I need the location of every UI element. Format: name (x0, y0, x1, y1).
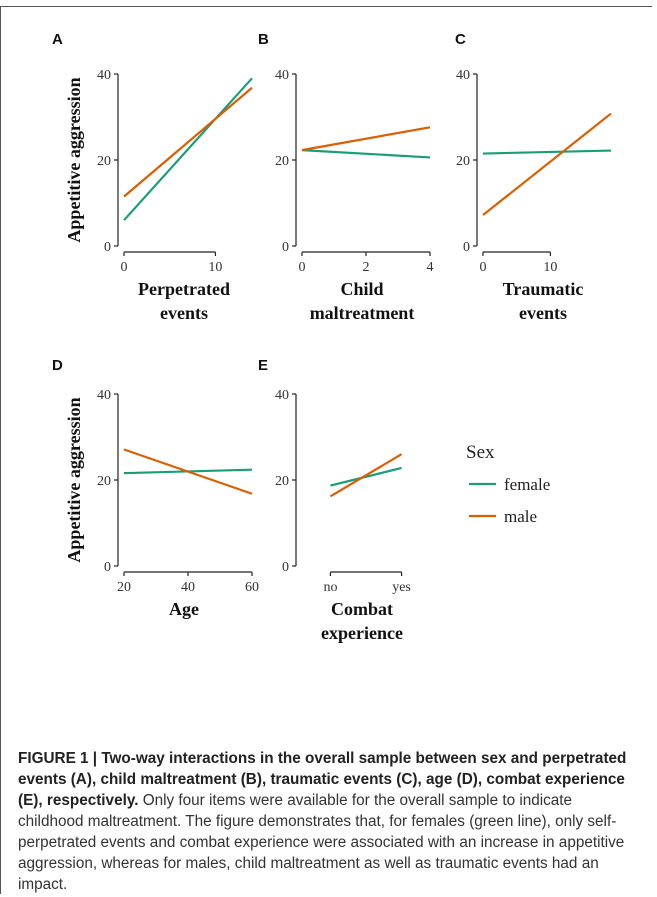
series-line-female-b (301, 149, 431, 159)
legend-label-male: male (504, 507, 537, 526)
x-tick-label-b: 4 (427, 260, 434, 275)
y-tick-label-d: 20 (97, 474, 111, 489)
x-tick-label-b: 2 (363, 260, 370, 275)
x-tick-label-e: no (323, 580, 337, 595)
x-tick-label-b: 0 (299, 260, 306, 275)
x-tick-label-d: 60 (245, 580, 259, 595)
x-axis-label-b: maltreatment (310, 303, 415, 323)
caption-title: FIGURE 1 | Two-way interactions in the o… (18, 750, 627, 809)
x-tick-label-d: 40 (181, 580, 195, 595)
panel-label-a: A (52, 31, 63, 48)
series-line-male-c (482, 112, 612, 216)
y-tick-label-c: 0 (463, 240, 470, 255)
panel-label-b: B (258, 31, 269, 48)
y-axis-label-d: Appetitive aggression (64, 397, 84, 562)
y-tick-label-b: 40 (275, 68, 289, 83)
panel-label-e: E (258, 357, 268, 374)
y-tick-label-a: 40 (97, 68, 111, 83)
x-axis-label-a: events (160, 303, 208, 323)
x-axis-label-d: Age (169, 599, 199, 619)
y-tick-label-c: 20 (456, 154, 470, 169)
series-line-male-d (123, 448, 253, 495)
y-tick-label-b: 0 (282, 240, 289, 255)
y-tick-label-b: 20 (275, 154, 289, 169)
legend-label-female: female (504, 475, 550, 494)
x-tick-label-a: 0 (121, 260, 128, 275)
x-axis-label-c: Traumatic (503, 279, 584, 299)
series-line-female-c (482, 149, 612, 155)
y-tick-label-e: 40 (275, 388, 289, 403)
x-tick-label-a: 10 (208, 260, 222, 275)
x-tick-label-e: yes (392, 580, 411, 595)
series-line-male-e (329, 453, 403, 498)
x-tick-label-c: 10 (543, 260, 557, 275)
x-axis-label-e: Combat (331, 599, 393, 619)
panel-label-d: D (52, 357, 63, 374)
x-axis-label-b: Child (340, 279, 383, 299)
y-tick-label-d: 0 (104, 560, 111, 575)
y-tick-label-e: 20 (275, 474, 289, 489)
legend-title: Sex (466, 442, 495, 463)
x-tick-label-c: 0 (480, 260, 487, 275)
panel-label-c: C (455, 31, 466, 48)
series-line-male-b (301, 126, 431, 152)
series-line-female-e (330, 466, 402, 487)
figure-frame-left (0, 6, 1, 894)
x-axis-label-a: Perpetrated (138, 279, 230, 299)
figure-caption: FIGURE 1 | Two-way interactions in the o… (18, 748, 640, 895)
y-tick-label-e: 0 (282, 560, 289, 575)
y-axis-label-a: Appetitive aggression (64, 77, 84, 242)
y-tick-label-a: 20 (97, 154, 111, 169)
x-axis-label-e: experience (321, 623, 403, 643)
series-line-female-a (123, 77, 253, 221)
series-line-male-a (123, 86, 253, 198)
y-tick-label-c: 40 (456, 68, 470, 83)
caption-body: Only four items were available for the o… (18, 792, 625, 893)
y-tick-label-d: 40 (97, 388, 111, 403)
figure-frame-top (0, 6, 652, 7)
y-tick-label-a: 0 (104, 240, 111, 255)
x-axis-label-c: events (519, 303, 567, 323)
x-tick-label-d: 20 (117, 580, 131, 595)
